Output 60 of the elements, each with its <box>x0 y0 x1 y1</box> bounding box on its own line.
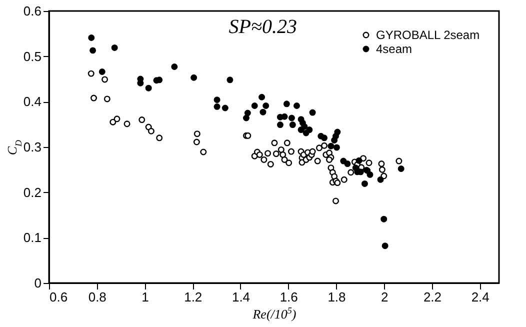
point <box>382 242 388 250</box>
x-tick-label: 0.8 <box>88 290 106 304</box>
point <box>190 74 198 81</box>
legend-label: 4seam <box>376 42 412 56</box>
point <box>171 64 178 70</box>
point <box>214 103 220 110</box>
point <box>288 114 295 122</box>
point <box>398 166 404 172</box>
point <box>301 123 308 130</box>
point <box>344 160 351 168</box>
point <box>276 122 284 128</box>
y-tick-label: 0.4 <box>23 94 42 110</box>
x-tick-label: 2.4 <box>471 290 490 304</box>
point <box>226 76 234 84</box>
point <box>283 100 290 108</box>
point <box>289 122 296 128</box>
x-tick-label: 1.4 <box>232 290 250 304</box>
y-tick-label: 0.5 <box>23 48 42 64</box>
annotation: SP≈0.23 <box>228 16 297 38</box>
point <box>333 144 340 151</box>
point <box>242 114 250 122</box>
point <box>222 104 228 112</box>
x-tick-label: 2 <box>380 290 388 304</box>
point <box>281 113 288 120</box>
point <box>251 102 258 109</box>
point <box>90 47 96 54</box>
point <box>361 180 368 187</box>
x-tick-label: 1 <box>142 290 149 304</box>
point <box>214 96 220 104</box>
x-tick-label: 2.2 <box>423 290 442 304</box>
x-tick-label: 1.6 <box>280 290 298 304</box>
y-tick-label: 0.6 <box>23 4 42 18</box>
point <box>88 34 95 41</box>
y-tick-label: 0.3 <box>23 140 42 154</box>
x-tick-label: 1.8 <box>328 290 346 304</box>
x-tick-label: 0.6 <box>50 290 68 304</box>
y-tick-label: 0 <box>34 276 42 290</box>
point <box>380 216 388 222</box>
point <box>309 109 316 116</box>
y-tick-label: 0.1 <box>23 230 42 246</box>
legend-label: GYROBALL 2seam <box>376 28 480 42</box>
point <box>321 134 328 142</box>
point <box>260 108 266 116</box>
point <box>145 84 152 92</box>
point <box>377 176 384 183</box>
point <box>111 44 118 51</box>
point <box>156 76 163 84</box>
point <box>302 130 310 136</box>
x-tick-label: 1.2 <box>184 290 202 304</box>
x-axis-title: Re(/10$^{5}$) <box>252 306 296 322</box>
y-tick-label: 0.2 <box>23 184 42 200</box>
point <box>356 157 362 164</box>
point <box>258 94 266 100</box>
point <box>331 136 338 144</box>
point <box>98 68 106 75</box>
point <box>262 102 270 109</box>
point <box>244 110 251 116</box>
point <box>293 102 300 109</box>
point <box>366 171 374 178</box>
point <box>328 142 334 150</box>
